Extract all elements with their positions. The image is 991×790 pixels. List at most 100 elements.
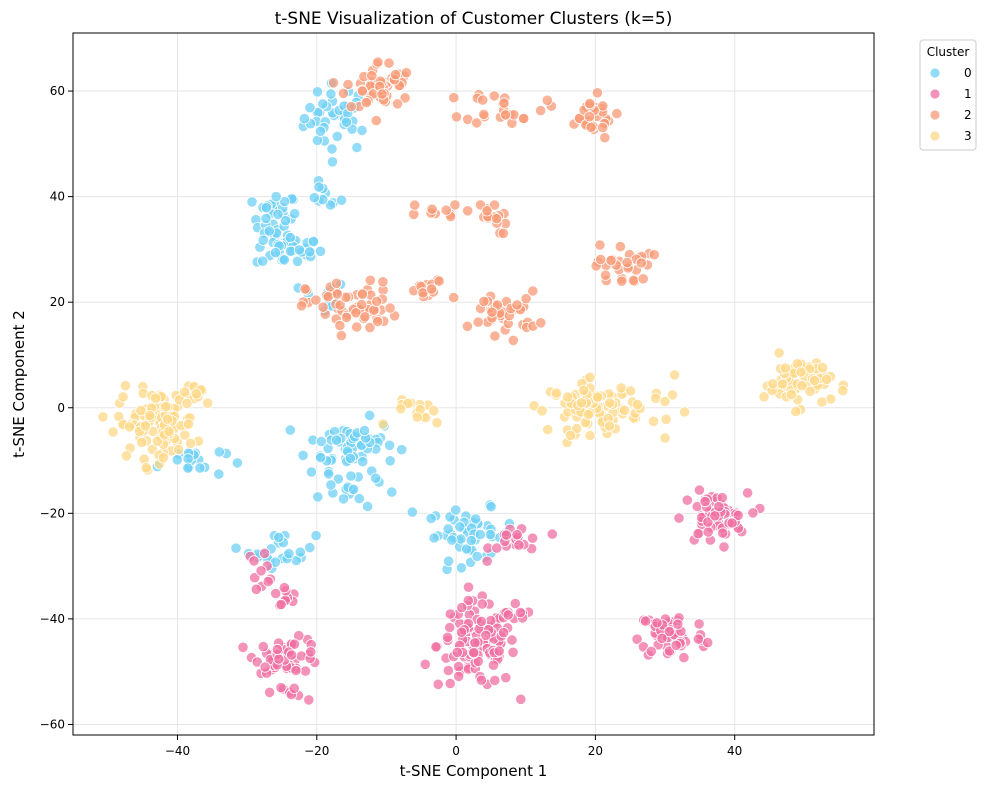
data-point [518,112,530,125]
data-point [631,398,644,411]
data-point [409,199,421,211]
data-point [732,509,744,521]
data-point [275,682,287,694]
data-point [528,400,540,412]
data-point [490,213,503,225]
data-point [310,294,322,306]
x-tick-label: 40 [727,744,742,758]
data-point [334,319,346,332]
data-point [335,329,347,342]
data-point [370,472,382,484]
data-point [151,435,163,447]
data-point [376,88,388,100]
data-point [327,77,340,89]
data-point [337,87,349,100]
data-point [308,192,320,204]
data-point [776,378,789,390]
legend-marker [929,67,941,79]
data-point [351,141,363,154]
data-point [541,94,553,106]
data-point [255,565,267,577]
data-point [194,462,206,474]
data-point [795,366,807,378]
legend: Cluster 0 1 2 3 [919,39,977,151]
data-point [290,664,302,677]
series-2-points [295,56,660,346]
data-point [507,334,519,346]
data-point [614,241,627,253]
data-point [399,92,411,104]
data-point [484,528,496,541]
data-point [139,420,151,432]
data-point [260,202,272,214]
data-point [314,245,327,257]
data-point [305,646,317,658]
data-point [645,645,657,658]
data-point [702,526,714,538]
data-point [702,516,714,528]
data-point [425,512,437,525]
data-point [304,541,316,554]
data-point [408,208,420,220]
data-point [542,423,554,436]
data-point [585,121,597,133]
data-point [135,404,147,417]
axis-ticks: −40 −20 0 20 40 −60 −40 −20 0 20 40 60 [40,84,743,758]
data-point [747,507,759,519]
data-point [659,395,671,408]
data-point [359,311,371,323]
data-point [419,658,431,670]
data-point [426,203,438,215]
data-point [305,466,318,478]
data-point [337,493,350,505]
data-point [621,256,633,269]
data-point [488,199,501,211]
data-point [331,130,343,142]
y-tick-label: 0 [57,401,65,415]
y-axis-title: t-SNE Component 2 [10,310,28,458]
data-point [182,418,195,430]
data-point [310,529,322,542]
data-point [472,316,484,328]
data-point [304,246,316,258]
data-point [107,426,119,438]
data-point [446,534,458,546]
data-point [270,191,282,203]
data-point [326,156,339,168]
data-point [364,321,376,334]
data-point [340,311,353,323]
data-point [97,411,109,423]
data-point [604,397,616,409]
data-point [535,317,547,329]
data-point [315,435,327,448]
data-point [332,473,344,485]
data-point [344,452,356,464]
data-point [462,594,474,607]
data-point [303,694,315,706]
legend-marker [929,130,941,142]
data-point [299,283,311,295]
data-point [262,575,274,588]
data-point [295,300,308,312]
data-point [591,87,604,99]
legend-box [919,39,977,151]
data-point [785,388,798,401]
data-point [527,285,539,297]
data-point [808,374,821,387]
data-point [293,244,305,256]
data-point [499,109,512,121]
data-point [627,274,640,286]
data-point [411,411,423,423]
data-point [693,618,705,630]
data-point [330,434,343,446]
data-point [273,531,285,544]
data-point [182,453,194,465]
data-point [213,468,225,480]
data-point [425,283,438,295]
data-point [322,468,335,480]
data-point [693,484,706,496]
data-point [442,664,454,677]
data-point [325,88,337,100]
data-point [284,424,296,436]
data-point [361,500,374,512]
